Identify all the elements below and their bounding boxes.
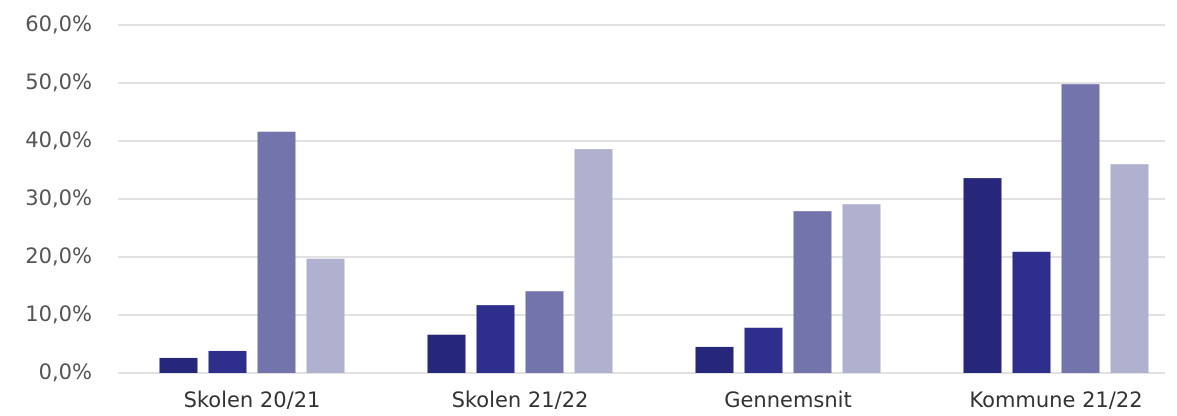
y-tick-label: 60,0% (25, 12, 92, 36)
bar (208, 350, 247, 373)
bar (574, 149, 613, 373)
bar (476, 305, 515, 373)
bar (1061, 84, 1100, 373)
bar (1012, 251, 1051, 373)
bar (306, 258, 345, 373)
y-tick-label: 0,0% (39, 360, 92, 384)
x-tick-label: Gennemsnit (724, 388, 852, 412)
bar (525, 291, 564, 373)
bar (159, 357, 198, 373)
y-tick-label: 40,0% (25, 128, 92, 152)
y-tick-label: 30,0% (25, 186, 92, 210)
bar (842, 204, 881, 373)
x-tick-label: Skolen 21/22 (452, 388, 589, 412)
bar (695, 346, 734, 373)
bar (744, 327, 783, 373)
bar (963, 178, 1002, 373)
y-tick-label: 50,0% (25, 70, 92, 94)
y-tick-label: 20,0% (25, 244, 92, 268)
bar (1110, 164, 1149, 373)
bar (427, 334, 466, 373)
y-tick-label: 10,0% (25, 302, 92, 326)
x-tick-label: Skolen 20/21 (184, 388, 321, 412)
bar (257, 131, 296, 373)
bar (793, 211, 832, 373)
x-tick-label: Kommune 21/22 (969, 388, 1142, 412)
